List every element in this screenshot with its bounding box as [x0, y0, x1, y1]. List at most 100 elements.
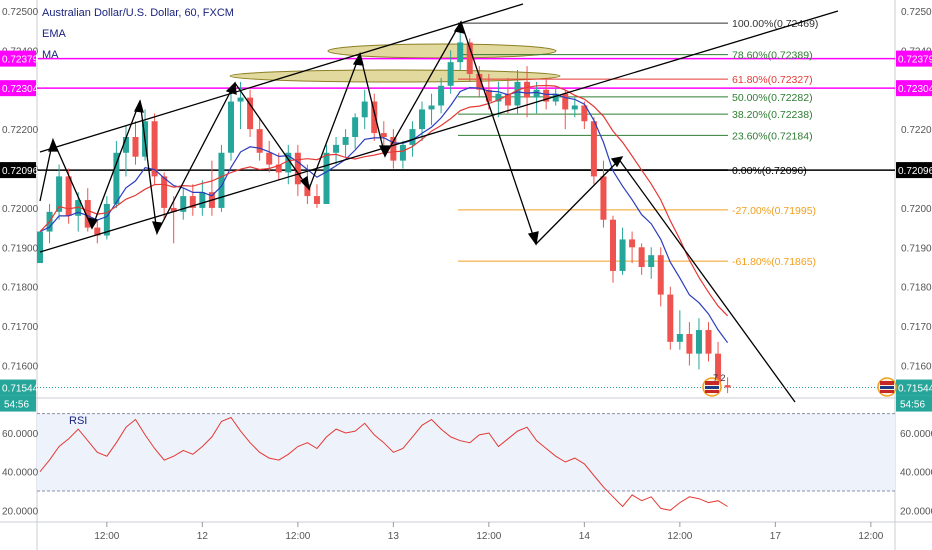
arrow-head-3 — [134, 99, 144, 113]
candle-body-72 — [724, 385, 731, 388]
candle-body-47 — [485, 89, 492, 102]
candle-body-13 — [161, 176, 168, 208]
candle-body-12 — [151, 121, 158, 177]
candle-body-31 — [333, 144, 340, 153]
candle-body-67 — [676, 333, 683, 342]
rsi-panel-label[interactable]: RSI — [69, 415, 87, 427]
candle-body-59 — [600, 176, 607, 220]
candles — [37, 22, 731, 394]
indicator-ma-label[interactable]: MA — [42, 49, 59, 61]
zigzag-pattern — [39, 20, 623, 246]
price-badge-left-1 — [0, 80, 36, 97]
price-tick-left-4: 0.72000 — [2, 204, 39, 215]
ellipses — [229, 43, 561, 83]
price-badge-left-3 — [0, 379, 36, 396]
price-tick-right-4: 0.72000 — [901, 204, 932, 215]
price-tick-left-2: 0.72200 — [2, 125, 39, 136]
candle-body-51 — [524, 81, 531, 98]
candle-body-39 — [409, 129, 416, 145]
time-tick-0: 12:00 — [94, 531, 119, 542]
price-labels: 0.72379 0.72379 0.72304 0.72304 0.72096 0.720… — [0, 50, 932, 412]
candle-body-24 — [266, 152, 273, 165]
price-badge-right-text-1: 0.72304 — [898, 84, 932, 95]
price-tick-left-0: 0.72500 — [2, 7, 39, 18]
candle-body-37 — [390, 137, 397, 161]
price-badge-left-text-2: 0.72096 — [2, 166, 39, 177]
event-count-label: 7 2 — [713, 373, 726, 383]
arrow-head-10 — [527, 231, 539, 246]
rsi-tick-right-1: 40.0000 — [900, 468, 932, 479]
price-tick-left-7: 0.71700 — [2, 322, 39, 333]
fib-level-label-0: 100.00%(0.72469) — [732, 18, 818, 30]
candle-body-29 — [313, 196, 320, 204]
price-tick-left-5: 0.71900 — [2, 243, 39, 254]
ema-line — [39, 86, 729, 344]
price-badge-right-3 — [896, 379, 932, 396]
candle-body-65 — [657, 255, 664, 295]
candle-body-55 — [562, 93, 569, 110]
us-flag-event-icon-axis[interactable] — [877, 377, 897, 397]
candle-body-0 — [37, 231, 43, 264]
time-tick-8: 12:00 — [858, 531, 883, 542]
drawings — [39, 3, 839, 403]
candle-body-14 — [170, 207, 177, 212]
arrow-head-2 — [86, 217, 99, 230]
price-badge-right-2 — [896, 162, 932, 179]
candle-body-20 — [228, 101, 234, 153]
candle-body-19 — [218, 152, 225, 208]
candle-body-42 — [438, 85, 445, 106]
candle-body-21 — [237, 97, 244, 102]
price-tick-right-0: 0.72500 — [901, 7, 932, 18]
candle-body-45 — [466, 42, 473, 74]
projection-line — [617, 157, 796, 403]
candle-body-48 — [495, 93, 502, 102]
price-tick-right-2: 0.72200 — [901, 125, 932, 136]
candle-body-57 — [581, 105, 588, 122]
rsi-tick-left-0: 60.0000 — [2, 429, 39, 440]
time-axis[interactable]: 12:00 12 12:00 13 12:00 14 12:00 17 12:00 — [94, 522, 884, 542]
arrow-head-4 — [152, 221, 162, 235]
rsi-line — [39, 416, 728, 511]
candle-body-4 — [75, 200, 82, 216]
candle-body-68 — [686, 333, 693, 354]
channel-upper-line — [39, 3, 524, 153]
candle-body-16 — [189, 196, 196, 208]
rsi-axis[interactable]: 60.0000 60.0000 40.0000 40.0000 20.0000 20.00… — [2, 429, 932, 517]
candle-body-40 — [419, 109, 425, 130]
candle-body-41 — [428, 105, 435, 110]
us-flag-event-icon[interactable] — [702, 377, 722, 397]
time-tick-7: 17 — [770, 531, 782, 542]
time-tick-4: 12:00 — [476, 531, 501, 542]
price-badge-right-text-2: 0.72096 — [898, 166, 932, 177]
price-badge-left-0 — [0, 50, 36, 67]
fib-level-label-4: 38.20%(0.72238) — [732, 109, 813, 121]
candle-body-64 — [648, 255, 655, 267]
price-badge-left-text-3: 0.71544 — [2, 384, 39, 395]
countdown-text-left: 54:56 — [4, 400, 29, 411]
candle-body-2 — [56, 176, 63, 212]
countdown-badge-left — [0, 395, 36, 412]
candle-body-36 — [380, 133, 387, 137]
candle-body-53 — [543, 89, 550, 102]
candle-body-15 — [180, 196, 187, 212]
time-tick-5: 14 — [579, 531, 591, 542]
candle-body-56 — [571, 105, 578, 110]
candle-body-52 — [533, 89, 540, 98]
arrow-head-7 — [352, 52, 364, 66]
rsi-tick-left-1: 40.0000 — [2, 468, 39, 479]
arrow-head-6 — [299, 175, 310, 191]
candle-body-54 — [552, 93, 559, 102]
candle-body-44 — [457, 42, 464, 63]
countdown-badge-right — [896, 395, 932, 412]
fib-level-label-3: 50.00%(0.72282) — [732, 92, 813, 104]
candle-body-33 — [352, 117, 359, 137]
indicator-ema-label[interactable]: EMA — [42, 28, 67, 40]
price-tick-left-8: 0.71600 — [2, 361, 39, 372]
time-tick-2: 12:00 — [285, 531, 310, 542]
candle-body-25 — [275, 164, 282, 173]
rsi-band — [37, 413, 895, 491]
price-badge-right-0 — [896, 50, 932, 67]
candle-body-23 — [256, 129, 263, 153]
price-tick-right-7: 0.71700 — [901, 322, 932, 333]
